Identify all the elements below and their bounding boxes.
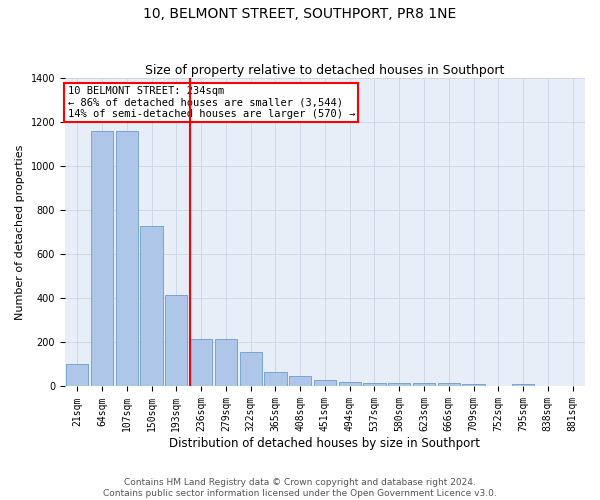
Y-axis label: Number of detached properties: Number of detached properties	[15, 144, 25, 320]
Bar	[190, 339, 212, 386]
Bar	[338, 382, 361, 386]
Bar	[91, 131, 113, 386]
Title: Size of property relative to detached houses in Southport: Size of property relative to detached ho…	[145, 64, 505, 77]
Bar	[116, 131, 138, 386]
Bar	[413, 383, 435, 386]
Bar	[66, 364, 88, 386]
Bar	[165, 295, 187, 386]
Text: Contains HM Land Registry data © Crown copyright and database right 2024.
Contai: Contains HM Land Registry data © Crown c…	[103, 478, 497, 498]
Bar	[215, 339, 237, 386]
Text: 10, BELMONT STREET, SOUTHPORT, PR8 1NE: 10, BELMONT STREET, SOUTHPORT, PR8 1NE	[143, 8, 457, 22]
Bar	[437, 383, 460, 386]
Bar	[364, 383, 386, 386]
Bar	[239, 352, 262, 386]
Bar	[264, 372, 287, 386]
Bar	[388, 383, 410, 386]
Text: 10 BELMONT STREET: 234sqm
← 86% of detached houses are smaller (3,544)
14% of se: 10 BELMONT STREET: 234sqm ← 86% of detac…	[68, 86, 355, 119]
Bar	[512, 384, 534, 386]
Bar	[289, 376, 311, 386]
Bar	[140, 226, 163, 386]
X-axis label: Distribution of detached houses by size in Southport: Distribution of detached houses by size …	[169, 437, 481, 450]
Bar	[314, 380, 336, 386]
Bar	[463, 384, 485, 386]
